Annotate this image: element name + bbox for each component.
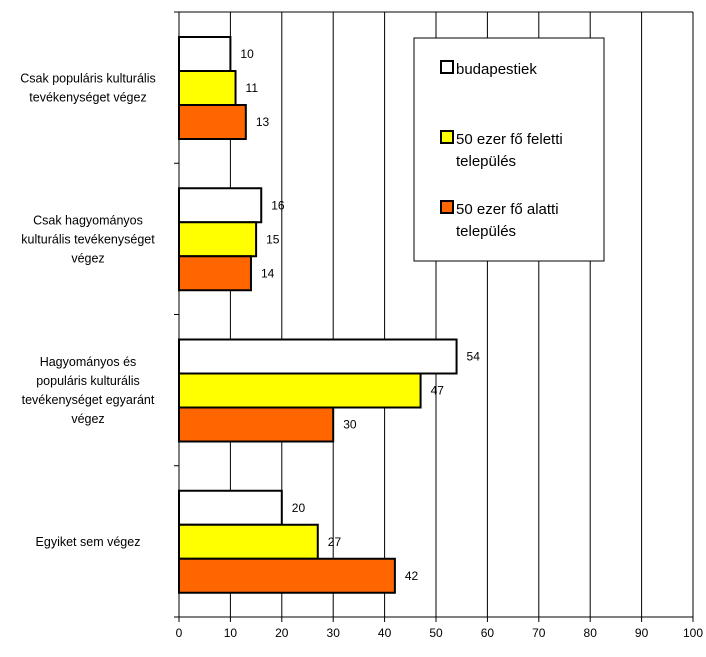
legend-label: 50 ezer fő alatti település (456, 201, 559, 240)
bar (178, 406, 335, 443)
legend-label-line: 50 ezer fő alatti (456, 201, 559, 218)
bar (178, 221, 258, 258)
category-label-line: populáris kulturális (36, 374, 140, 388)
x-tick-label: 0 (176, 626, 183, 640)
legend-label-line: 50 ezer fő feletti (456, 131, 563, 148)
bar (178, 557, 396, 594)
bar (178, 372, 422, 409)
x-tick-label: 80 (584, 626, 598, 640)
data-label: 54 (467, 350, 481, 364)
data-label: 42 (405, 569, 419, 583)
legend-box (413, 37, 605, 262)
x-tick-label: 20 (275, 626, 289, 640)
category-label-line: Csak populáris kulturális (20, 72, 155, 86)
category-label-line: Hagyományos és (40, 355, 137, 369)
data-label: 20 (292, 501, 306, 515)
data-label: 13 (256, 115, 270, 129)
legend-label-line: település (456, 153, 516, 170)
data-label: 16 (271, 198, 285, 212)
category-label-line: tevékenységet egyaránt (22, 393, 155, 407)
bar (178, 255, 252, 292)
data-label: 14 (261, 266, 275, 280)
data-label: 11 (246, 81, 259, 95)
bar (178, 523, 319, 560)
x-tick-label: 50 (429, 626, 443, 640)
data-label: 10 (240, 47, 254, 61)
x-tick-label: 60 (481, 626, 495, 640)
category-label: Egyiket sem végez (36, 535, 141, 549)
x-tick-label: 90 (635, 626, 649, 640)
category-label: Csak populáris kulturális tevékenységet v… (20, 72, 155, 105)
legend-label-line: budapestiek (456, 61, 537, 78)
data-label: 47 (431, 384, 445, 398)
x-tick-label: 100 (683, 626, 703, 640)
x-tick-label: 40 (378, 626, 392, 640)
bar (178, 104, 247, 140)
category-label-line: tevékenységet végez (29, 91, 146, 105)
legend-label: budapestiek (456, 61, 537, 78)
category-label-line: kulturális tevékenységet (21, 232, 155, 246)
category-label-line: végez (71, 412, 104, 426)
bar (178, 338, 458, 375)
data-label: 15 (266, 232, 280, 246)
legend-swatch (440, 200, 454, 214)
bar (178, 187, 263, 224)
data-label: 27 (328, 535, 342, 549)
x-tick-label: 10 (224, 626, 238, 640)
bar (178, 70, 237, 106)
category-label-line: végez (71, 251, 104, 265)
bar (178, 36, 232, 72)
legend-swatch (440, 130, 454, 144)
labels: 0 10 20 30 40 50 60 70 80 90 100 10 11 13 Csak populár… (20, 47, 703, 640)
bar (178, 489, 283, 526)
legend-swatch (440, 60, 454, 74)
bars (178, 36, 458, 594)
x-tick-label: 30 (327, 626, 341, 640)
data-label: 30 (343, 418, 357, 432)
legend-label-line: település (456, 223, 516, 240)
category-label-line: Egyiket sem végez (36, 535, 141, 549)
category-label: Hagyományos és populáris kulturális tevéke… (22, 355, 155, 426)
legend-label: 50 ezer fő feletti település (456, 131, 563, 170)
category-label: Csak hagyományos kulturális tevékenységet… (21, 213, 155, 265)
category-label-line: Csak hagyományos (33, 213, 143, 227)
x-tick-label: 70 (532, 626, 546, 640)
